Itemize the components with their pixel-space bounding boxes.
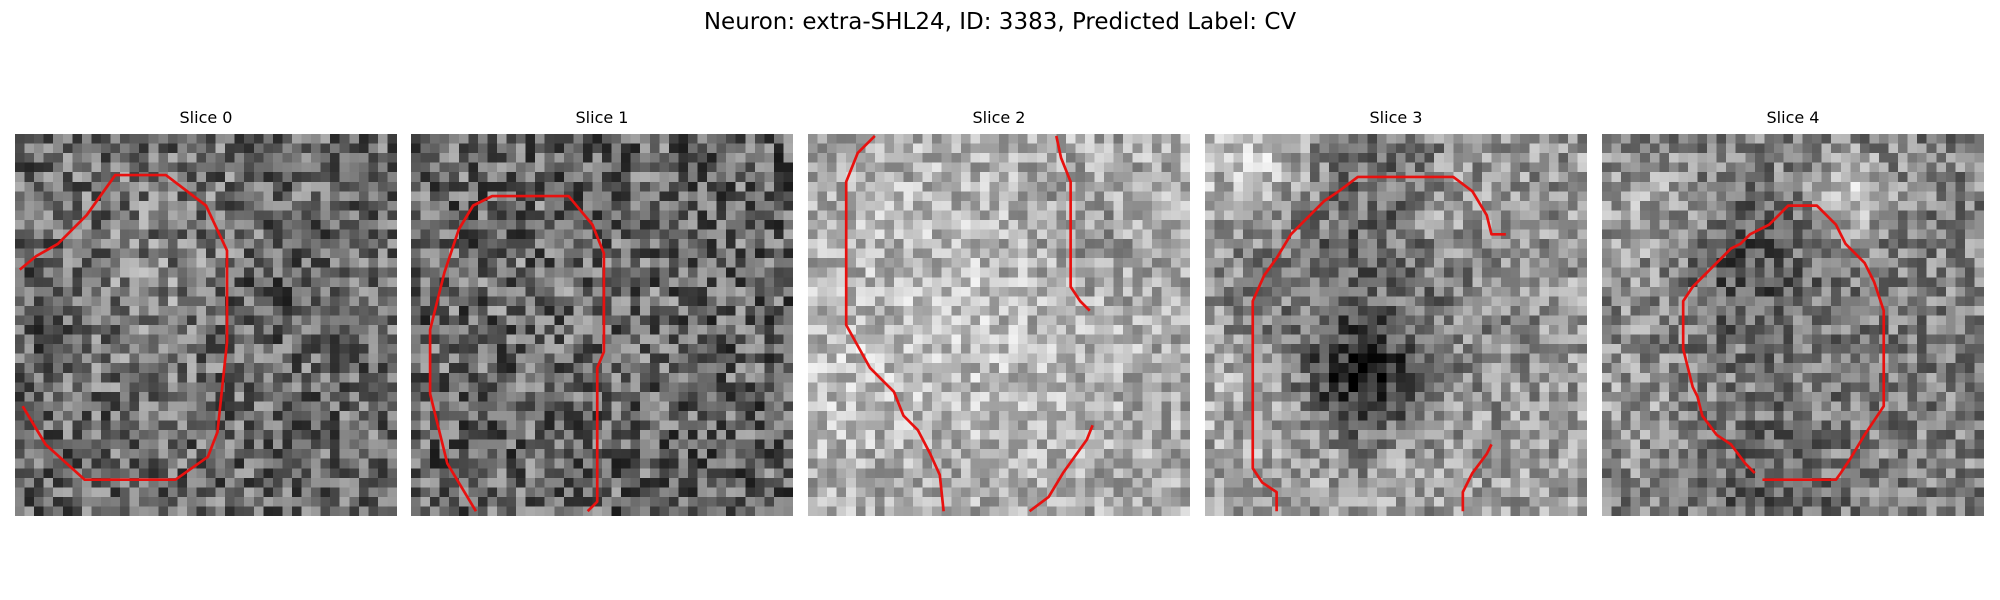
slice-panel-1: Slice 1	[411, 108, 793, 128]
slice-panel-0: Slice 0	[15, 108, 397, 128]
slice-title-1: Slice 1	[411, 108, 793, 128]
pixel-grid	[1205, 134, 1587, 516]
figure-title: Neuron: extra-SHL24, ID: 3383, Predicted…	[0, 8, 2000, 36]
pixel-grid	[1602, 134, 1984, 516]
slice-title-0: Slice 0	[15, 108, 397, 128]
pixel-grid	[411, 134, 793, 516]
slice-title-4: Slice 4	[1602, 108, 1984, 128]
pixel-grid	[808, 134, 1190, 516]
slice-image-3	[1205, 134, 1587, 516]
slice-panel-2: Slice 2	[808, 108, 1190, 128]
slice-panel-3: Slice 3	[1205, 108, 1587, 128]
slice-image-4	[1602, 134, 1984, 516]
slice-title-3: Slice 3	[1205, 108, 1587, 128]
slice-title-2: Slice 2	[808, 108, 1190, 128]
slice-image-0	[15, 134, 397, 516]
slice-image-2	[808, 134, 1190, 516]
slice-image-1	[411, 134, 793, 516]
slice-panel-4: Slice 4	[1602, 108, 1984, 128]
